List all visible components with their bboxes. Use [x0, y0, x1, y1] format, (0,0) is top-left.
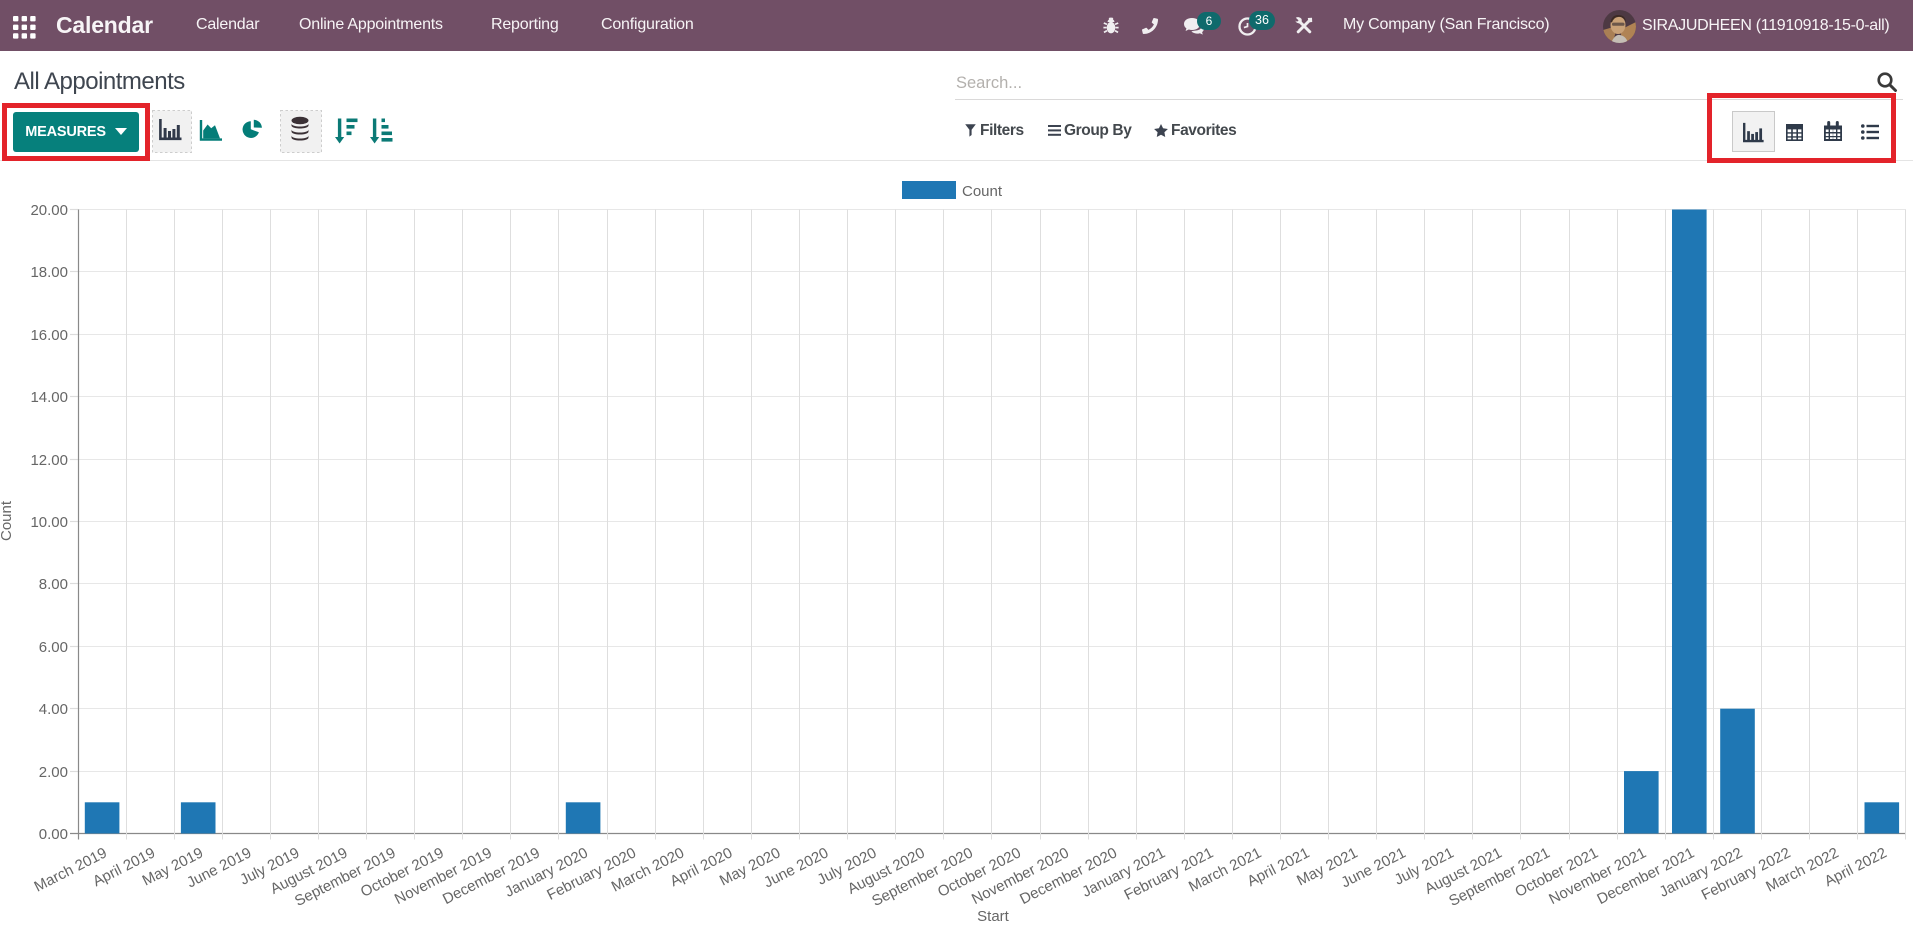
svg-text:Start: Start [977, 908, 1010, 925]
svg-text:4.00: 4.00 [39, 701, 68, 718]
svg-text:Count: Count [0, 500, 15, 541]
svg-text:18.00: 18.00 [30, 264, 68, 281]
svg-text:20.00: 20.00 [30, 202, 68, 219]
svg-text:0.00: 0.00 [39, 826, 68, 843]
svg-text:8.00: 8.00 [39, 576, 68, 593]
svg-text:2.00: 2.00 [39, 764, 68, 781]
svg-text:Count: Count [962, 183, 1003, 200]
svg-text:6.00: 6.00 [39, 639, 68, 656]
svg-text:10.00: 10.00 [30, 514, 68, 531]
svg-text:16.00: 16.00 [30, 327, 68, 344]
svg-text:14.00: 14.00 [30, 389, 68, 406]
svg-text:12.00: 12.00 [30, 452, 68, 469]
